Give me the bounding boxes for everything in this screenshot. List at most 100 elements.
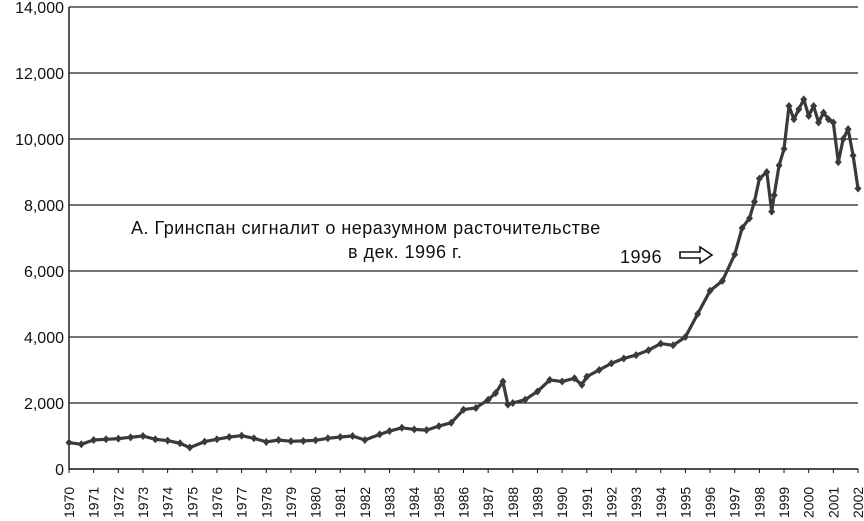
- data-point: [681, 333, 689, 341]
- data-point: [492, 389, 500, 398]
- data-point: [186, 443, 194, 452]
- data-point: [533, 387, 541, 396]
- data-point: [694, 309, 702, 318]
- data-point: [546, 375, 554, 384]
- data-point: [607, 359, 615, 368]
- x-tick-label: 1990: [554, 487, 570, 518]
- data-point: [509, 399, 517, 407]
- data-point: [349, 432, 357, 440]
- x-tick-label: 1974: [160, 487, 176, 518]
- data-point: [324, 434, 332, 443]
- data-point: [435, 422, 443, 431]
- x-tick-label: 2000: [801, 487, 817, 518]
- data-point: [376, 430, 384, 439]
- data-point: [558, 377, 566, 386]
- data-point: [164, 436, 172, 445]
- y-tick-label: 14,000: [15, 0, 64, 17]
- annotation-line-2: в дек. 1996 г.: [348, 242, 462, 262]
- data-point: [644, 346, 652, 355]
- data-point: [718, 276, 726, 285]
- data-point: [250, 434, 258, 443]
- data-point: [225, 432, 233, 441]
- data-point: [570, 374, 578, 383]
- y-tick-label: 0: [55, 462, 64, 479]
- data-point: [620, 354, 628, 363]
- data-point: [815, 118, 823, 127]
- x-tick-label: 1984: [406, 487, 422, 518]
- data-point: [768, 207, 776, 216]
- data-point: [447, 418, 455, 427]
- data-point: [472, 403, 480, 412]
- data-point: [824, 115, 832, 124]
- x-tick-label: 2001: [825, 487, 841, 518]
- data-point: [102, 435, 110, 444]
- x-tick-label: 1972: [110, 487, 126, 518]
- x-tick-label: 1981: [332, 487, 348, 518]
- annotation-year-label: 1996: [620, 247, 662, 267]
- data-point: [731, 250, 739, 259]
- x-tick-label: 1993: [628, 487, 644, 518]
- data-point: [632, 351, 640, 360]
- data-point: [484, 395, 492, 404]
- x-tick-label: 1986: [456, 487, 472, 518]
- data-point: [669, 341, 677, 350]
- x-tick-label: 1982: [357, 487, 373, 518]
- data-point: [810, 102, 818, 110]
- y-tick-label: 4,000: [24, 330, 64, 347]
- data-point: [854, 184, 862, 193]
- x-tick-label: 1985: [431, 487, 447, 518]
- data-point: [398, 423, 406, 432]
- x-tick-label: 1998: [751, 487, 767, 518]
- data-point: [795, 105, 803, 114]
- annotation-line-1: А. Гринспан сигналит о неразумном расточ…: [131, 218, 601, 238]
- data-point: [262, 437, 270, 446]
- x-tick-label: 1975: [184, 487, 200, 518]
- data-point: [213, 435, 221, 444]
- data-point: [386, 427, 394, 436]
- series-line: [68, 97, 860, 450]
- x-tick-label: 1987: [480, 487, 496, 518]
- x-tick-label: 2002: [850, 487, 864, 518]
- y-tick-label: 8,000: [24, 198, 64, 215]
- data-point: [238, 431, 246, 440]
- data-point: [299, 436, 307, 445]
- data-point: [738, 224, 746, 233]
- data-point: [423, 426, 431, 435]
- data-point: [819, 108, 827, 117]
- y-tick-label: 6,000: [24, 264, 64, 281]
- y-tick-label: 2,000: [24, 396, 64, 413]
- data-point: [755, 174, 763, 183]
- data-point: [77, 440, 85, 449]
- data-point: [312, 436, 320, 445]
- y-tick-label: 10,000: [15, 132, 64, 149]
- data-point: [127, 433, 135, 442]
- data-point: [139, 432, 147, 440]
- data-point: [578, 380, 586, 389]
- data-point: [90, 435, 98, 444]
- x-tick-label: 1995: [677, 487, 693, 518]
- x-tick-label: 1997: [727, 487, 743, 518]
- data-point: [114, 434, 122, 443]
- tick-labels: 0 2,000 4,000 6,000 8,000 10,000 12,000 14,000 1…: [15, 0, 864, 518]
- data-point: [770, 191, 778, 200]
- data-point: [790, 115, 798, 124]
- data-point: [65, 438, 73, 447]
- x-tick-label: 1989: [529, 487, 545, 518]
- data-point: [595, 366, 603, 374]
- data-point: [800, 95, 808, 104]
- data-point: [460, 405, 467, 414]
- gridlines: [69, 6, 858, 404]
- axes: [68, 7, 859, 473]
- x-tick-label: 1992: [603, 487, 619, 518]
- data-point: [336, 432, 344, 441]
- x-tick-label: 1999: [776, 487, 792, 518]
- data-point: [521, 395, 529, 404]
- data-point: [829, 118, 837, 127]
- data-point: [287, 437, 295, 446]
- x-tick-label: 1996: [702, 487, 718, 518]
- x-tick-label: 1983: [382, 487, 398, 518]
- data-point: [151, 435, 159, 444]
- data-point: [834, 158, 842, 167]
- data-point: [805, 111, 813, 120]
